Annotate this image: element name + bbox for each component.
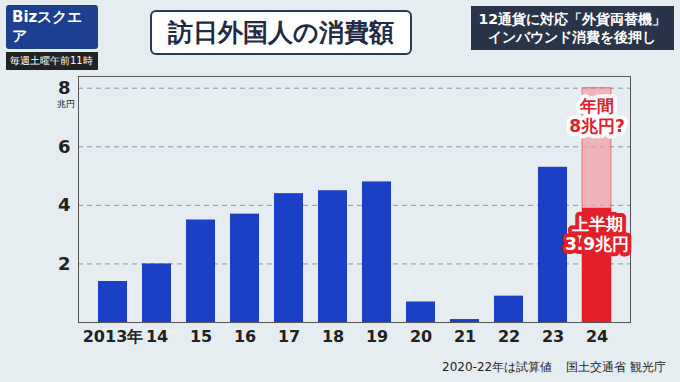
html-text:12通貨に対応「外貨両替機」: 12通貨に対応「外貨両替機」 xyxy=(478,11,666,27)
svg-text:16: 16 xyxy=(234,327,256,346)
svg-text:2013年: 2013年 xyxy=(83,327,144,346)
svg-text:兆円: 兆円 xyxy=(57,99,75,109)
svg-text:20: 20 xyxy=(410,327,432,346)
html-text:国土交通省 観光庁: 国土交通省 観光庁 xyxy=(566,360,666,374)
svg-text:年間8兆円?: 年間8兆円? xyxy=(569,96,625,136)
html-text:インバウンド消費を後押し: インバウンド消費を後押し xyxy=(488,29,657,46)
svg-text:4: 4 xyxy=(58,194,71,215)
svg-text:8: 8 xyxy=(58,77,71,98)
svg-text:上半期3.9兆円: 上半期3.9兆円 xyxy=(565,214,629,254)
svg-text:19: 19 xyxy=(366,327,388,346)
svg-text:24: 24 xyxy=(586,327,608,346)
svg-text:22: 22 xyxy=(498,327,520,346)
svg-text:21: 21 xyxy=(454,327,476,346)
html-text:毎週土曜午前11時: 毎週土曜午前11時 xyxy=(10,55,93,66)
html-text:訪日外国人の消費額: 訪日外国人の消費額 xyxy=(168,18,394,47)
html-text:Bizスクエア: Bizスクエア xyxy=(12,8,83,45)
html-text:2020-22年は試算値: 2020-22年は試算値 xyxy=(442,360,553,374)
svg-text:18: 18 xyxy=(322,327,344,346)
svg-text:15: 15 xyxy=(190,327,212,346)
svg-text:23: 23 xyxy=(542,327,564,346)
svg-text:14: 14 xyxy=(146,327,168,346)
svg-text:6: 6 xyxy=(58,136,71,157)
svg-text:17: 17 xyxy=(278,327,300,346)
svg-text:2: 2 xyxy=(58,253,71,274)
